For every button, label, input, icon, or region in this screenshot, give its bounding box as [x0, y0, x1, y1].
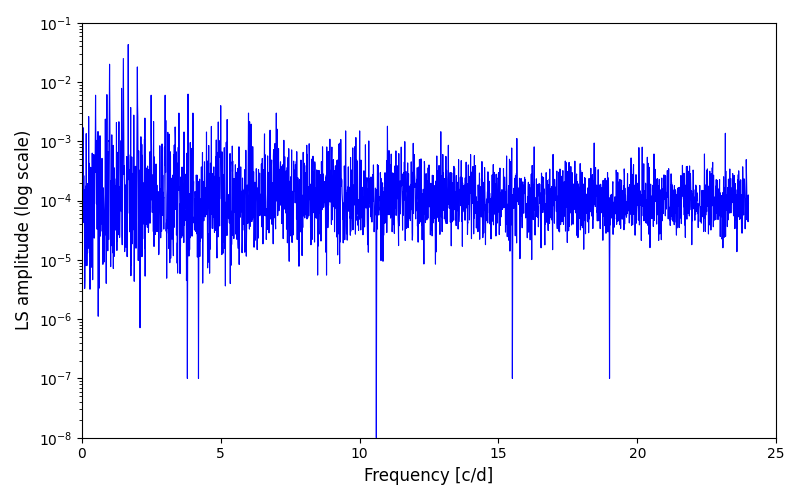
Y-axis label: LS amplitude (log scale): LS amplitude (log scale) [15, 130, 33, 330]
X-axis label: Frequency [c/d]: Frequency [c/d] [364, 467, 494, 485]
